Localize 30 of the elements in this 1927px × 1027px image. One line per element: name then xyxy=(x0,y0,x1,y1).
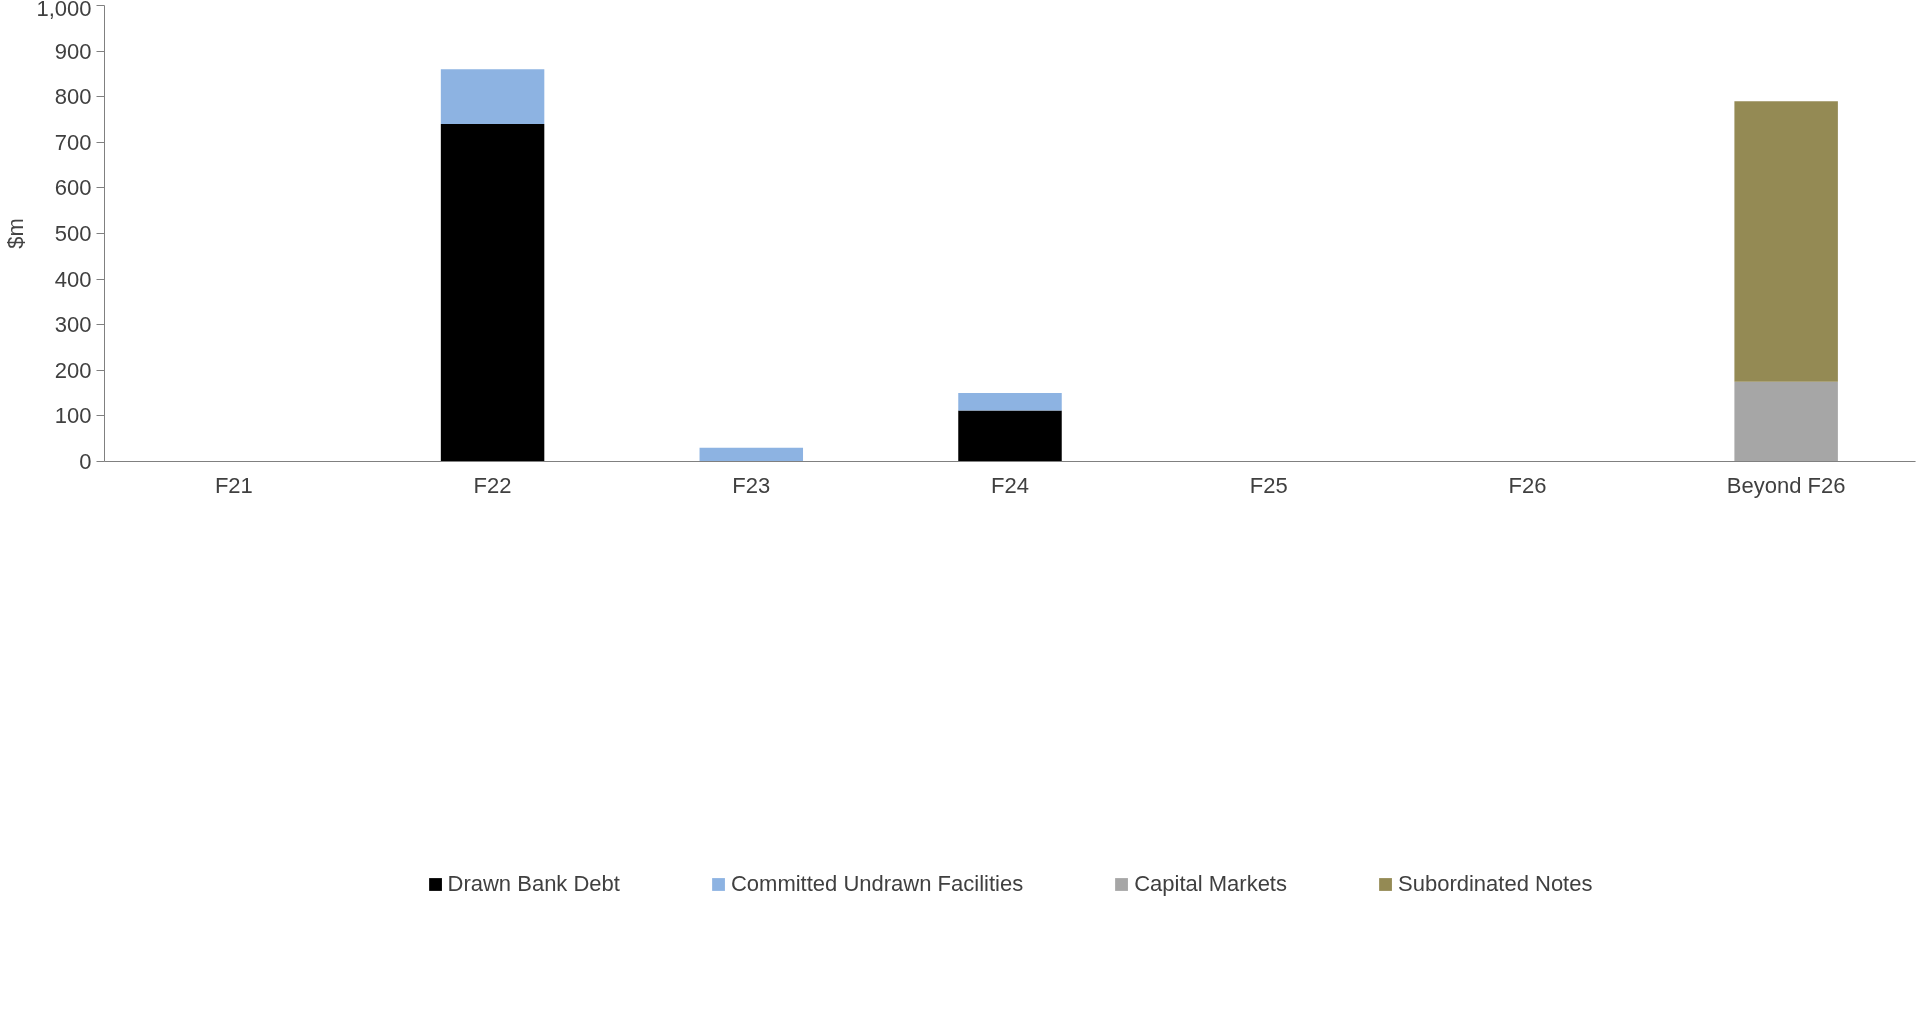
y-axis-title: $m xyxy=(3,218,29,249)
y-tick-label: 200 xyxy=(54,357,92,383)
bar xyxy=(440,124,545,462)
y-tick-label: 300 xyxy=(54,312,92,338)
bar xyxy=(699,447,804,462)
y-tick-label: 400 xyxy=(54,266,92,292)
bar xyxy=(958,393,1062,411)
x-tick-label: F25 xyxy=(1249,472,1288,498)
legend-label: Committed Undrawn Facilities xyxy=(730,870,1024,897)
y-tick-label: 0 xyxy=(79,449,92,474)
legend-label: Drawn Bank Debt xyxy=(447,870,620,897)
bar xyxy=(958,410,1062,462)
bar xyxy=(440,69,545,125)
legend-label: Subordinated Notes xyxy=(1398,870,1593,897)
y-tick-label: 100 xyxy=(54,403,92,429)
x-tick-label: Beyond F26 xyxy=(1726,472,1846,498)
y-tick-label: 700 xyxy=(54,129,92,155)
x-tick-label: F21 xyxy=(214,472,253,498)
bar xyxy=(1734,381,1838,462)
y-tick-label: 600 xyxy=(54,175,92,201)
x-tick-label: F24 xyxy=(991,472,1029,498)
bar xyxy=(1734,101,1838,382)
x-tick-label: F23 xyxy=(732,472,771,498)
y-tick-label: 500 xyxy=(54,221,92,246)
x-tick-label: F22 xyxy=(473,472,512,498)
legend-label: Capital Markets xyxy=(1134,870,1287,897)
x-tick-label: F26 xyxy=(1508,472,1547,498)
y-tick-label: 900 xyxy=(54,38,92,64)
y-tick-label: 800 xyxy=(54,84,92,110)
y-tick-label: 1,000 xyxy=(36,0,92,21)
